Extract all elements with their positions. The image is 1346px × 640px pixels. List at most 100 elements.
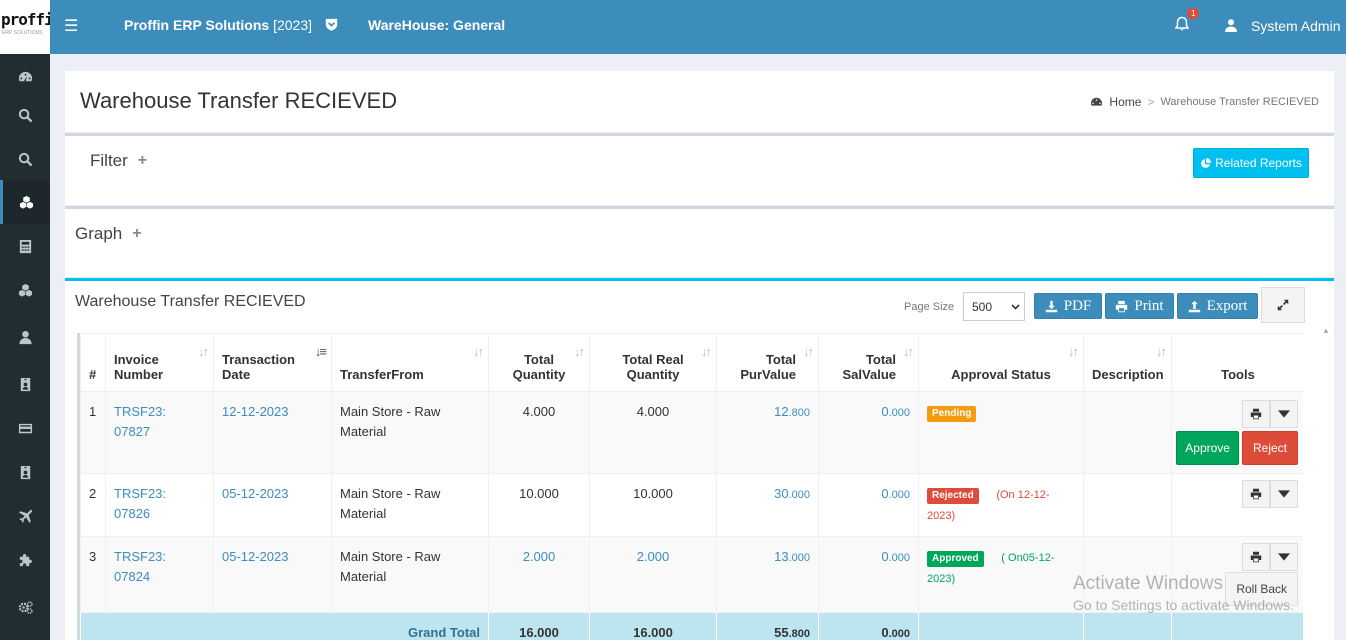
sal-value[interactable]: 0.000 bbox=[818, 536, 919, 613]
print-dropdown bbox=[1242, 543, 1298, 571]
approval-status: Rejected (On 12-12-2023) bbox=[918, 473, 1084, 537]
fullscreen-button[interactable] bbox=[1261, 287, 1305, 323]
column-header-num[interactable]: # bbox=[80, 333, 106, 392]
grand-total-row: Grand Total 16.000 16.000 55.800 0.000 bbox=[80, 612, 1303, 640]
menu-toggle-icon[interactable]: ☰ bbox=[64, 18, 79, 35]
total-quantity: 10.000 bbox=[488, 473, 590, 537]
column-header-sal-value[interactable]: Total SalValue ↓↑ bbox=[818, 333, 919, 392]
row-dropdown-button[interactable] bbox=[1270, 480, 1298, 508]
column-header-invoice[interactable]: Invoice Number ↓↑ bbox=[105, 333, 214, 392]
date-link[interactable]: 05-12-2023 bbox=[213, 536, 332, 613]
approve-button[interactable]: Approve bbox=[1176, 431, 1239, 465]
print-icon bbox=[1250, 551, 1262, 563]
column-header-tools: Tools bbox=[1171, 333, 1303, 392]
sidebar-item-plugins[interactable] bbox=[0, 538, 50, 582]
reject-button[interactable]: Reject bbox=[1241, 431, 1298, 465]
sort-icon[interactable]: ↓↑ bbox=[574, 344, 585, 359]
sidebar-item-payments[interactable] bbox=[0, 406, 50, 450]
pdf-button[interactable]: PDF bbox=[1034, 293, 1102, 319]
column-header-real-quantity[interactable]: Total Real Quantity ↓↑ bbox=[589, 333, 717, 392]
pur-value[interactable]: 13.000 bbox=[716, 536, 819, 613]
sort-icon[interactable]: ↓↑ bbox=[903, 344, 914, 359]
sidebar-item-dashboard[interactable] bbox=[0, 54, 50, 98]
real-quantity[interactable]: 2.000 bbox=[589, 536, 717, 613]
filter-title: Filter bbox=[90, 151, 128, 170]
invoice-link[interactable]: TRSF23: 07824 bbox=[105, 536, 214, 613]
date-link[interactable]: 12-12-2023 bbox=[213, 391, 332, 474]
graph-toggle[interactable]: Graph + bbox=[75, 224, 142, 244]
sidebar-item-settings[interactable] bbox=[0, 585, 50, 629]
sort-icon[interactable]: ↓↑ bbox=[803, 344, 814, 359]
sort-icon[interactable]: ↓↑ bbox=[473, 344, 484, 359]
column-header-from[interactable]: TransferFrom ↓↑ bbox=[331, 333, 489, 392]
breadcrumb-current: Warehouse Transfer RECIEVED bbox=[1160, 96, 1319, 108]
description bbox=[1083, 391, 1172, 474]
page-size-select[interactable]: 500 bbox=[963, 292, 1025, 321]
column-header-approval-status[interactable]: Approval Status ↓↑ bbox=[918, 333, 1084, 392]
pur-value[interactable]: 12.800 bbox=[716, 391, 819, 474]
sidebar-item-employees[interactable] bbox=[0, 362, 50, 406]
column-header-pur-value[interactable]: Total PurValue ↓↑ bbox=[716, 333, 819, 392]
logo-subtext: ERP SOLUTIONS bbox=[2, 30, 43, 36]
sidebar-item-hr[interactable] bbox=[0, 450, 50, 494]
total-quantity[interactable]: 2.000 bbox=[488, 536, 590, 613]
credit-card-icon bbox=[18, 423, 32, 433]
pdf-label: PDF bbox=[1063, 297, 1092, 314]
sidebar-item-travel[interactable] bbox=[0, 494, 50, 538]
sal-value[interactable]: 0.000 bbox=[818, 473, 919, 537]
row-print-button[interactable] bbox=[1242, 543, 1270, 571]
sidebar-item-products[interactable] bbox=[0, 268, 50, 312]
row-dropdown-button[interactable] bbox=[1270, 543, 1298, 571]
invoice-link[interactable]: TRSF23: 07827 bbox=[105, 391, 214, 474]
invoice-link[interactable]: TRSF23: 07826 bbox=[105, 473, 214, 537]
page-header: Warehouse Transfer RECIEVED Home > Wareh… bbox=[65, 71, 1334, 132]
sort-icon[interactable]: ↓↑ bbox=[1156, 344, 1167, 359]
sort-icon[interactable]: ↓↑ bbox=[1068, 344, 1079, 359]
print-dropdown bbox=[1242, 480, 1298, 508]
print-dropdown bbox=[1242, 400, 1298, 428]
user-icon[interactable] bbox=[1225, 19, 1237, 32]
sidebar-item-accounts[interactable] bbox=[0, 224, 50, 268]
sort-desc-icon[interactable]: ↓≡ bbox=[314, 344, 327, 359]
print-label: Print bbox=[1134, 297, 1164, 314]
plus-icon[interactable]: + bbox=[132, 225, 142, 242]
filter-toggle[interactable]: Filter + bbox=[90, 151, 147, 171]
caret-down-icon bbox=[1278, 410, 1290, 418]
report-table-container[interactable]: # Invoice Number ↓↑ Transaction Date ↓≡ Tr… bbox=[77, 333, 1303, 640]
caret-down-icon bbox=[1278, 490, 1290, 498]
notification-badge: 1 bbox=[1187, 8, 1200, 19]
row-print-button[interactable] bbox=[1242, 480, 1270, 508]
logo[interactable]: proffin ERP SOLUTIONS bbox=[0, 0, 50, 54]
bell-icon[interactable] bbox=[1174, 16, 1190, 32]
sidebar-item-users[interactable] bbox=[0, 315, 50, 359]
date-link[interactable]: 05-12-2023 bbox=[213, 473, 332, 537]
sal-value[interactable]: 0.000 bbox=[818, 391, 919, 474]
column-header-total-quantity[interactable]: Total Quantity ↓↑ bbox=[488, 333, 590, 392]
sort-icon[interactable]: ↓↑ bbox=[701, 344, 712, 359]
breadcrumb-home[interactable]: Home bbox=[1109, 95, 1142, 109]
column-header-description[interactable]: Description ↓↑ bbox=[1083, 333, 1172, 392]
table-header-row: # Invoice Number ↓↑ Transaction Date ↓≡ Tr… bbox=[80, 333, 1303, 392]
related-reports-button[interactable]: Related Reports bbox=[1193, 148, 1309, 178]
row-print-button[interactable] bbox=[1242, 400, 1270, 428]
pur-value[interactable]: 30.000 bbox=[716, 473, 819, 537]
scroll-up-arrow[interactable]: ▲ bbox=[1322, 326, 1330, 335]
warehouse-selector[interactable]: WareHouse: General bbox=[368, 17, 506, 33]
user-menu[interactable]: System Admin bbox=[1251, 18, 1341, 34]
graph-panel: Graph + bbox=[65, 206, 1334, 277]
sort-icon[interactable]: ↓↑ bbox=[198, 344, 209, 359]
user-icon bbox=[18, 330, 32, 344]
sidebar-item-search-2[interactable] bbox=[0, 137, 50, 181]
plus-icon[interactable]: + bbox=[137, 152, 148, 169]
sidebar-item-search[interactable] bbox=[0, 93, 50, 137]
shield-chevron-icon[interactable] bbox=[325, 18, 338, 31]
sidebar-item-inventory[interactable] bbox=[0, 180, 50, 224]
app-title[interactable]: Proffin ERP Solutions [2023] bbox=[124, 17, 313, 33]
approval-status: Pending bbox=[918, 391, 1084, 474]
rollback-button[interactable]: Roll Back bbox=[1225, 572, 1298, 606]
column-header-date[interactable]: Transaction Date ↓≡ bbox=[213, 333, 332, 392]
print-button[interactable]: Print bbox=[1105, 293, 1174, 319]
row-dropdown-button[interactable] bbox=[1270, 400, 1298, 428]
breadcrumb-separator: > bbox=[1147, 95, 1155, 109]
export-button[interactable]: Export bbox=[1177, 293, 1258, 319]
